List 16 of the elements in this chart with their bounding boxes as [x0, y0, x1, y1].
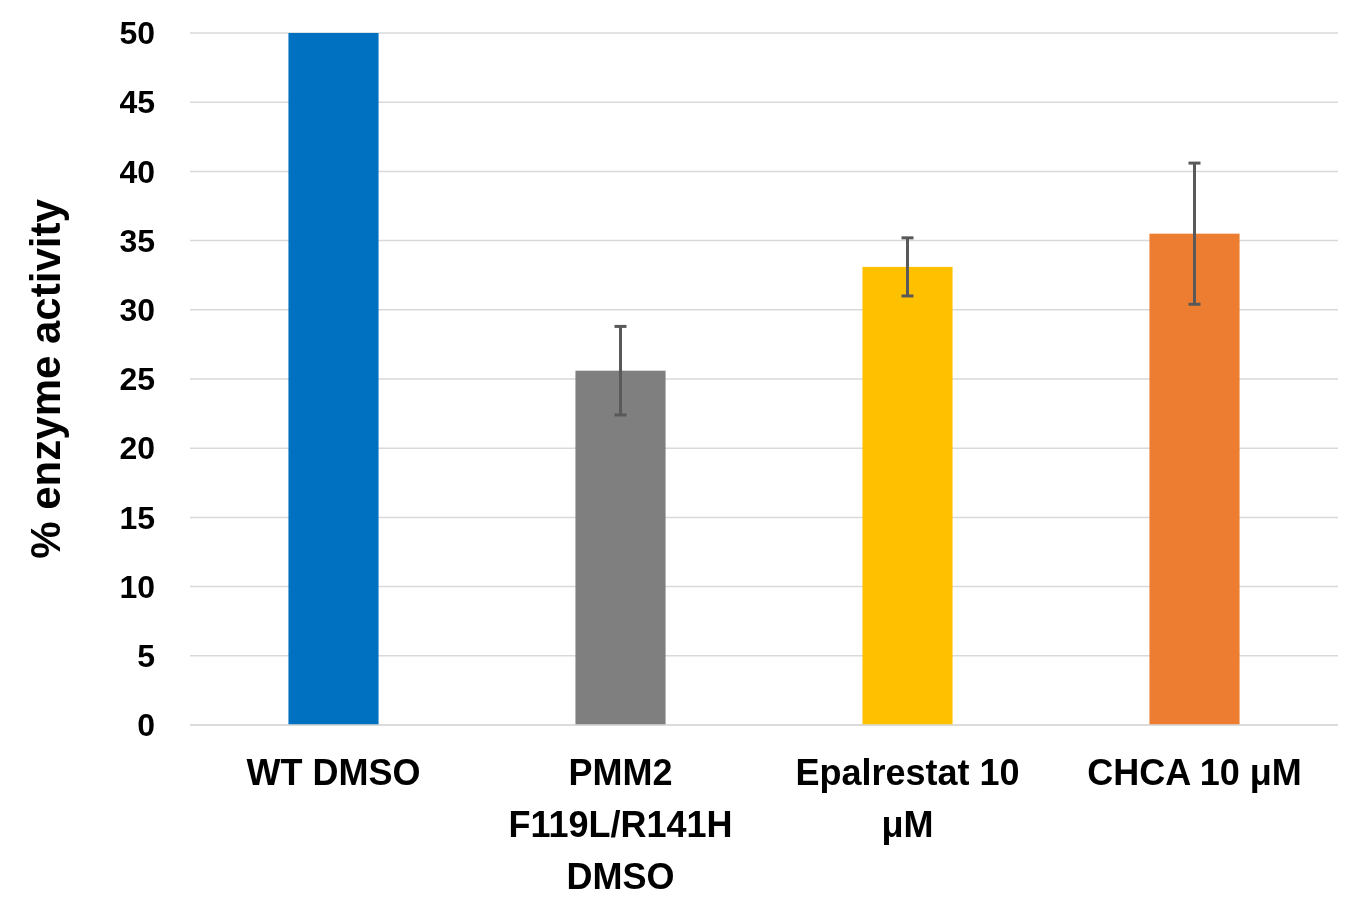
- x-tick-label: Epalrestat 10 μM: [795, 752, 1020, 845]
- y-tick-label: 5: [137, 638, 155, 674]
- y-tick-label: 0: [137, 707, 155, 744]
- y-tick-label: 50: [119, 15, 155, 52]
- y-tick-label: 15: [119, 499, 155, 536]
- y-tick-label: 30: [119, 292, 155, 328]
- y-tick-label: 45: [119, 84, 155, 121]
- y-tick-label: 40: [119, 153, 155, 190]
- y-axis-title: % enzyme activity: [22, 198, 69, 559]
- y-tick-label: 20: [119, 430, 155, 467]
- y-tick-label: 35: [119, 222, 155, 259]
- x-tick-label: PMM2 F119L/R141H DMSO: [508, 752, 733, 897]
- x-tick-label: CHCA 10 μM: [1087, 752, 1302, 793]
- x-tick-label: WT DMSO: [246, 752, 421, 793]
- y-tick-label: 10: [119, 568, 155, 605]
- y-tick-label: 25: [119, 361, 155, 398]
